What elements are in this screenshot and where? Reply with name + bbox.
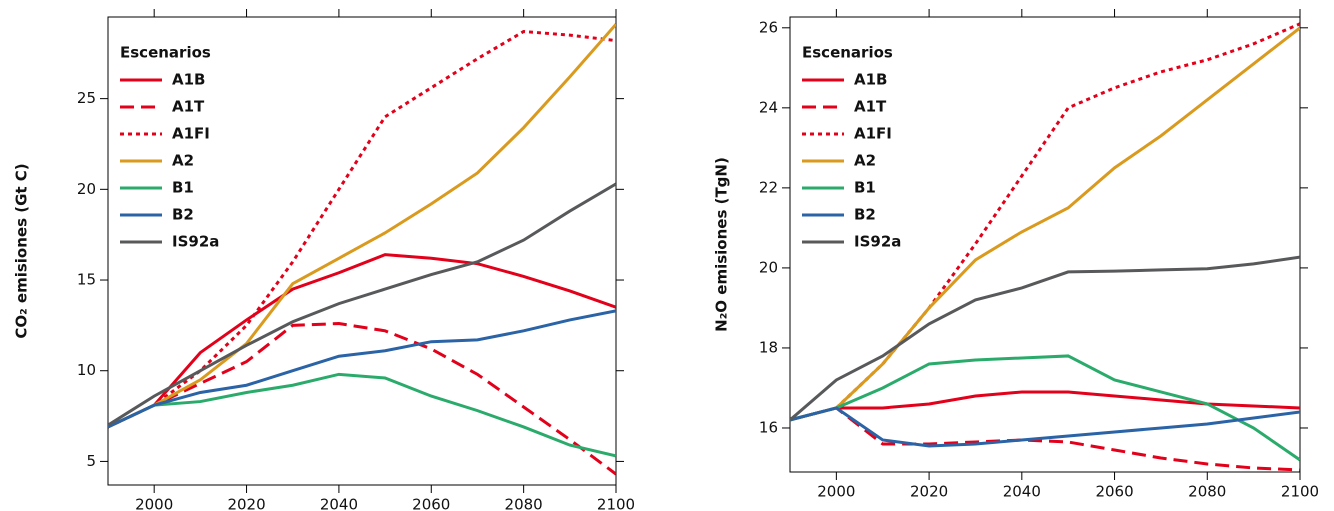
series-line	[108, 253, 616, 429]
y-tick-label: 24	[759, 98, 778, 116]
legend-title: Escenarios	[802, 44, 893, 62]
y-tick-label: 22	[759, 178, 778, 196]
y-tick-label: 5	[86, 452, 96, 470]
y-tick-label: 20	[77, 180, 96, 198]
legend-title: Escenarios	[120, 44, 211, 62]
legend-label: B1	[854, 179, 876, 197]
series-line	[790, 354, 1300, 462]
y-axis-label: CO₂ emisiones (Gt C)	[13, 163, 31, 338]
legend-label: IS92a	[172, 233, 219, 251]
series-line	[108, 372, 616, 458]
series-line	[790, 255, 1300, 422]
x-tick-label: 2060	[1095, 483, 1133, 501]
y-tick-label: 10	[77, 361, 96, 379]
legend-label: A1T	[172, 98, 205, 116]
panel: 2000 2020 2040 2060 2080 2100 5 10 15 20 25 CO₂ emi…	[13, 9, 635, 511]
plot-frame	[789, 16, 1301, 473]
series-line	[108, 309, 616, 429]
x-tick-label: 2040	[1003, 483, 1041, 501]
y-tick-label: 16	[759, 418, 778, 436]
plot-frame	[107, 16, 617, 486]
x-tick-label: 2100	[1281, 483, 1319, 501]
y-tick-label: 26	[759, 18, 778, 36]
legend-label: A1FI	[172, 125, 210, 143]
legend-label: A2	[172, 152, 194, 170]
legend-label: B1	[172, 179, 194, 197]
x-tick-label: 2080	[1188, 483, 1226, 501]
legend-label: A1FI	[854, 125, 892, 143]
series-line	[790, 390, 1300, 422]
panel: 2000 2020 2040 2060 2080 2100 16 18 20 22 24 26 N₂O …	[713, 9, 1319, 501]
y-tick-label: 18	[759, 338, 778, 356]
series-line	[790, 22, 1300, 422]
x-tick-label: 2100	[597, 496, 635, 511]
legend-label: A1B	[172, 71, 205, 89]
x-tick-label: 2040	[320, 496, 358, 511]
legend-label: A2	[854, 152, 876, 170]
series-line	[790, 406, 1300, 472]
legend-label: A1B	[854, 71, 887, 89]
y-tick-label: 15	[77, 271, 96, 289]
x-tick-label: 2060	[412, 496, 450, 511]
series-line	[790, 26, 1300, 422]
x-tick-label: 2020	[227, 496, 265, 511]
y-tick-label: 20	[759, 258, 778, 276]
x-tick-label: 2020	[910, 483, 948, 501]
series-line	[108, 23, 616, 429]
series-line	[108, 322, 616, 476]
series-line	[790, 406, 1300, 448]
legend-label: IS92a	[854, 233, 901, 251]
series-line	[108, 182, 616, 427]
x-tick-label: 2080	[505, 496, 543, 511]
x-tick-label: 2000	[135, 496, 173, 511]
legend-label: A1T	[854, 98, 887, 116]
legend-label: B2	[172, 206, 194, 224]
legend-label: B2	[854, 206, 876, 224]
y-tick-label: 25	[77, 89, 96, 107]
y-axis-label: N₂O emisiones (TgN)	[713, 157, 731, 332]
x-tick-label: 2000	[817, 483, 855, 501]
